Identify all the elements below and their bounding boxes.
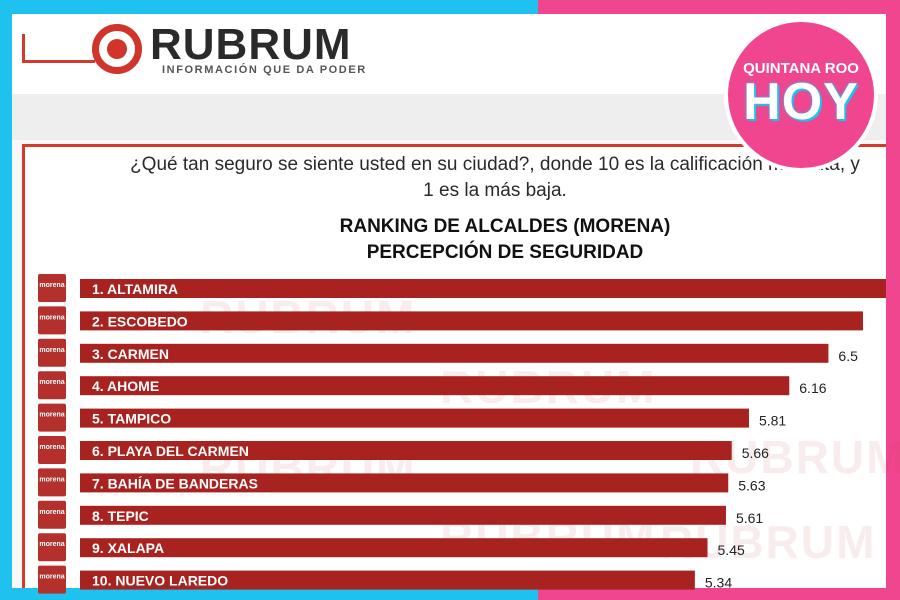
survey-question: ¿Qué tan seguro se siente usted en su ci… bbox=[130, 154, 860, 201]
bar-4 bbox=[80, 376, 790, 396]
bar-category-label: 5. TAMPICO bbox=[92, 411, 171, 427]
bar-3 bbox=[80, 343, 829, 363]
morena-party-icon bbox=[38, 371, 66, 400]
bar-value-label: 6.16 bbox=[799, 380, 826, 396]
morena-badge-label: morena bbox=[39, 412, 64, 419]
chart-title-line1: RANKING DE ALCALDES (MORENA) bbox=[339, 216, 671, 237]
morena-badge-label: morena bbox=[39, 379, 64, 386]
quintana-roo-hoy-logo bbox=[728, 22, 874, 168]
bar-value-label: 5.63 bbox=[738, 477, 765, 493]
bar-category-label: 1. ALTAMIRA bbox=[92, 281, 178, 297]
bar-value-label: 6.5 bbox=[838, 348, 858, 364]
rubrum-logo-icon bbox=[92, 24, 142, 74]
bar-6 bbox=[80, 441, 732, 460]
logo-tagline: INFORMACIÓN QUE DA PODER bbox=[162, 64, 367, 76]
bar-9 bbox=[80, 538, 708, 558]
bar-value-label: 5.61 bbox=[736, 510, 763, 526]
morena-badge-label: morena bbox=[39, 347, 64, 354]
bar-category-label: 4. AHOME bbox=[92, 378, 159, 394]
badge-top-text: QUINTANA ROO bbox=[743, 60, 859, 77]
bar-value-label: 5.34 bbox=[705, 575, 732, 591]
morena-badge-label: morena bbox=[39, 444, 64, 451]
morena-badge-label: morena bbox=[39, 574, 64, 581]
bar-8 bbox=[80, 505, 726, 525]
bar-value-label: 5.45 bbox=[718, 542, 745, 558]
bar-category-label: 7. BAHÍA DE BANDERAS bbox=[92, 475, 258, 491]
bar-10 bbox=[80, 570, 695, 590]
bar-category-label: 6. PLAYA DEL CARMEN bbox=[92, 443, 249, 459]
bar-value-label: 5.66 bbox=[742, 445, 769, 461]
screenshot-panel: RUBRUM INFORMACIÓN QUE DA PODER bbox=[12, 14, 886, 588]
morena-party-icon bbox=[38, 338, 66, 367]
bar-1 bbox=[80, 279, 886, 298]
bar-category-label: 2. ESCOBEDO bbox=[92, 313, 188, 329]
bar-5 bbox=[80, 408, 749, 428]
bar-2 bbox=[80, 311, 863, 331]
bar-category-label: 8. TEPIC bbox=[92, 508, 149, 524]
logo-text: RUBRUM bbox=[150, 20, 352, 69]
morena-party-icon bbox=[38, 403, 66, 432]
morena-badge-label: morena bbox=[39, 541, 64, 548]
bar-category-label: 3. CARMEN bbox=[92, 346, 169, 362]
morena-party-icon bbox=[38, 468, 66, 497]
morena-party-icon bbox=[38, 500, 66, 529]
badge-main-text: HOY bbox=[743, 73, 859, 131]
morena-badge-label: morena bbox=[39, 314, 64, 321]
morena-party-icon bbox=[38, 436, 66, 464]
bar-category-label: 10. NUEVO LAREDO bbox=[92, 573, 228, 589]
morena-badge-label: morena bbox=[39, 476, 64, 483]
morena-party-icon bbox=[38, 533, 66, 562]
morena-party-icon bbox=[38, 274, 66, 302]
morena-badge-label: morena bbox=[39, 509, 64, 516]
bar-category-label: 9. XALAPA bbox=[92, 540, 164, 556]
morena-party-icon bbox=[38, 306, 66, 335]
morena-badge-label: morena bbox=[39, 282, 64, 289]
chart-title-line2: PERCEPCIÓN DE SEGURIDAD bbox=[366, 242, 644, 263]
rubrum-logo-dot bbox=[107, 39, 127, 59]
morena-party-icon bbox=[38, 565, 66, 594]
bar-value-label: 5.81 bbox=[759, 413, 786, 429]
bar-7 bbox=[80, 473, 729, 493]
chart-title: RANKING DE ALCALDES (MORENA) PERCEPCIÓN … bbox=[190, 214, 820, 266]
header-accent-line bbox=[22, 34, 95, 63]
